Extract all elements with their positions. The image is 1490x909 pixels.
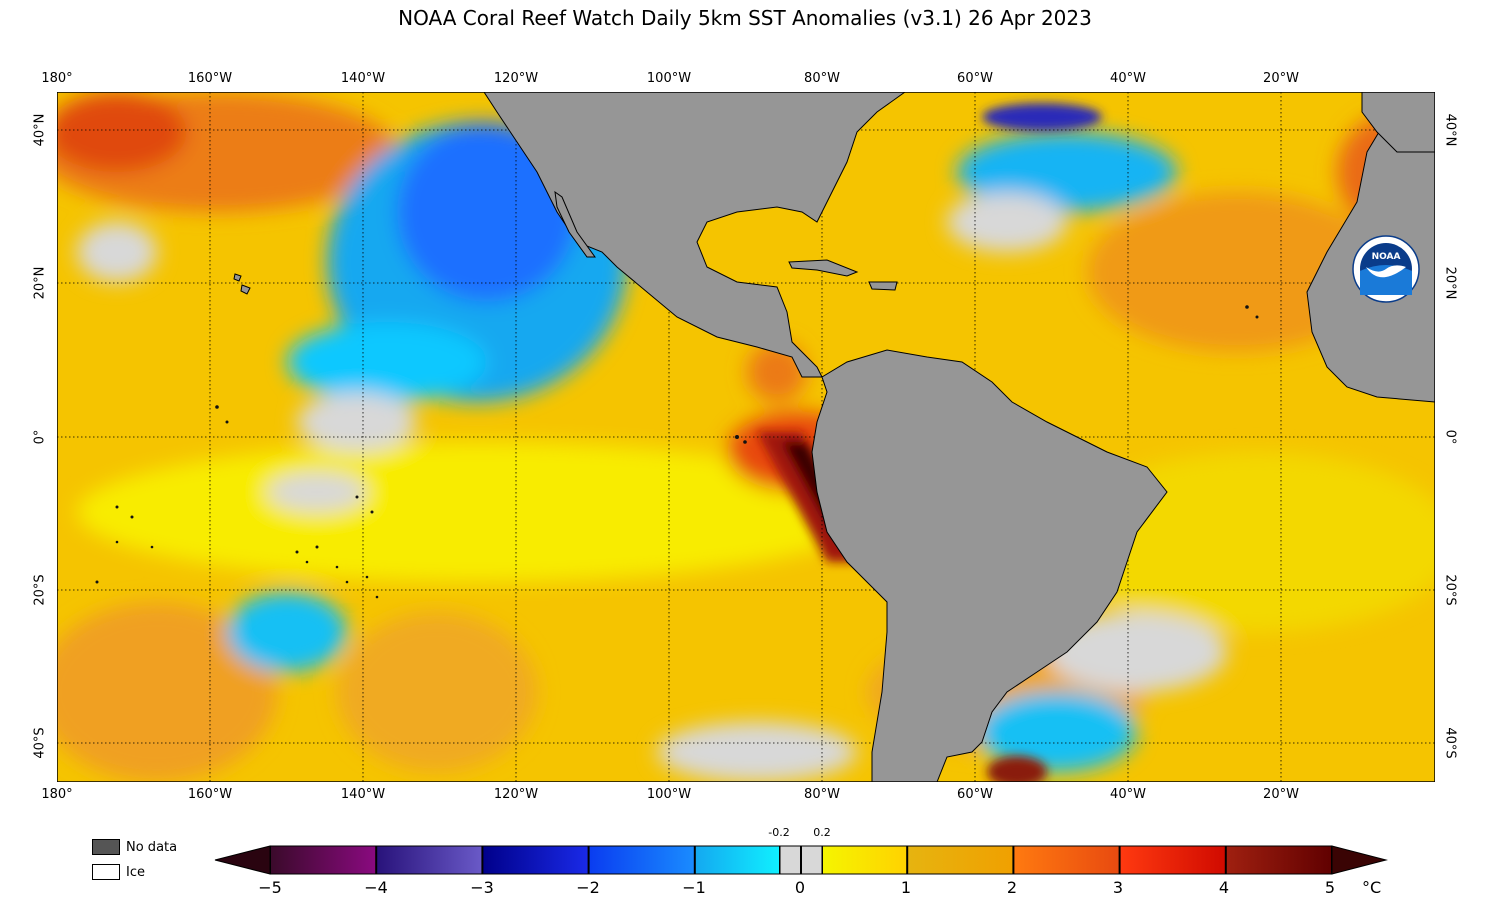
colorbar-bin — [1013, 846, 1120, 874]
colorbar-bin — [694, 846, 780, 874]
cuba-island — [788, 259, 859, 277]
colorbar-bin — [270, 846, 377, 874]
colorbar-tick: −2 — [576, 878, 600, 897]
lon-label: 100°W — [646, 787, 692, 802]
hawaii-island — [240, 284, 251, 295]
colorbar-tick: −3 — [470, 878, 494, 897]
lat-label: 0° — [1442, 429, 1458, 445]
colorbar-tick: 3 — [1112, 878, 1124, 897]
colorbar-bin — [376, 846, 483, 874]
colorbar-tick: 0 — [794, 878, 806, 897]
ice-swatch — [92, 864, 120, 880]
colorbar-tick: 4 — [1218, 878, 1230, 897]
colorbar-max-arrow — [1331, 845, 1388, 875]
colorbar-tick: −4 — [364, 878, 388, 897]
lon-label: 20°W — [1263, 787, 1299, 802]
lat-label: 20°N — [1442, 266, 1458, 300]
baja-california — [554, 190, 596, 258]
lon-label: 120°W — [493, 787, 539, 802]
colorbar-min-arrow — [214, 845, 271, 875]
colorbar-tick: 1 — [900, 878, 912, 897]
colorbar-tick: 5 — [1324, 878, 1336, 897]
colorbar-tick: −5 — [258, 878, 282, 897]
lon-label: 40°W — [1110, 71, 1146, 86]
lon-label: 100°W — [646, 71, 692, 86]
colorbar-tick-small: -0.2 — [768, 826, 790, 839]
lon-label: 160°W — [187, 787, 233, 802]
lon-label: 120°W — [493, 71, 539, 86]
lon-label: 180° — [41, 71, 73, 86]
lat-label: 20°S — [1442, 574, 1458, 606]
ice-label: Ice — [126, 865, 145, 880]
colorbar-unit: °C — [1362, 878, 1382, 897]
lat-label: 20°S — [32, 574, 48, 606]
colorbar-bin — [822, 846, 908, 874]
lat-label: 20°N — [32, 266, 48, 300]
colorbar-tick: 2 — [1006, 878, 1018, 897]
lat-label: 40°S — [1442, 727, 1458, 759]
colorbar-bin — [907, 846, 1014, 874]
colorbar — [214, 845, 1388, 875]
south-america-landmass — [811, 349, 1168, 782]
lon-label: 40°W — [1110, 787, 1146, 802]
lon-label: 140°W — [340, 787, 386, 802]
lon-label: 160°W — [187, 71, 233, 86]
iberia-landmass — [1361, 92, 1435, 153]
lon-label: 20°W — [1263, 71, 1299, 86]
no-data-label: No data — [126, 840, 178, 855]
small-islands — [95, 305, 1259, 599]
colorbar-bin — [588, 846, 695, 874]
hispaniola-island — [868, 281, 898, 291]
lat-label: 40°S — [32, 727, 48, 759]
lon-label: 80°W — [804, 787, 840, 802]
lat-label: 0° — [32, 429, 48, 445]
lon-label: 60°W — [957, 71, 993, 86]
lon-label: 180° — [41, 787, 73, 802]
lat-label: 40°N — [32, 113, 48, 147]
lat-label: 40°N — [1442, 113, 1458, 147]
lon-label: 140°W — [340, 71, 386, 86]
svg-text:NOAA: NOAA — [1372, 252, 1401, 262]
colorbar-bin — [1225, 846, 1332, 874]
colorbar-tick-small: 0.2 — [813, 826, 831, 839]
colorbar-tick: −1 — [682, 878, 706, 897]
lon-label: 60°W — [957, 787, 993, 802]
map-title: NOAA Coral Reef Watch Daily 5km SST Anom… — [398, 6, 1092, 30]
noaa-logo-icon: NOAA — [1352, 235, 1420, 303]
hawaii-island — [233, 273, 242, 282]
colorbar-bin — [1119, 846, 1226, 874]
no-data-swatch — [92, 839, 120, 855]
sst-anomaly-map — [57, 92, 1435, 782]
colorbar-bin — [482, 846, 589, 874]
lon-label: 80°W — [804, 71, 840, 86]
